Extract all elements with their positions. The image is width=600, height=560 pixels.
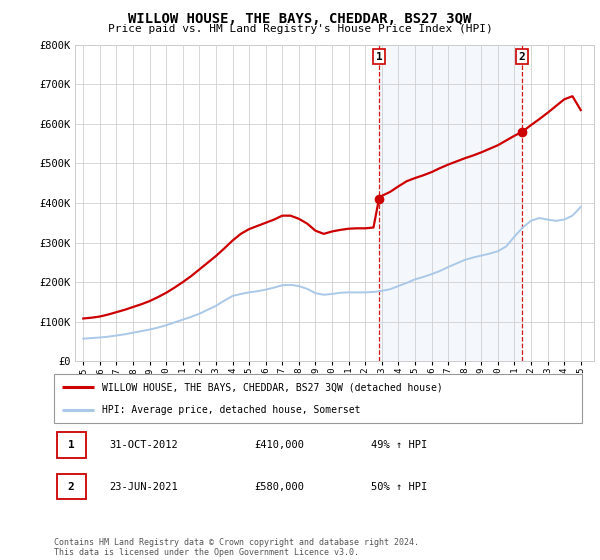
Text: 31-OCT-2012: 31-OCT-2012 — [109, 440, 178, 450]
Text: WILLOW HOUSE, THE BAYS, CHEDDAR, BS27 3QW: WILLOW HOUSE, THE BAYS, CHEDDAR, BS27 3Q… — [128, 12, 472, 26]
Text: 2: 2 — [519, 52, 526, 62]
Text: Contains HM Land Registry data © Crown copyright and database right 2024.
This d: Contains HM Land Registry data © Crown c… — [54, 538, 419, 557]
Text: 49% ↑ HPI: 49% ↑ HPI — [371, 440, 427, 450]
Text: HPI: Average price, detached house, Somerset: HPI: Average price, detached house, Some… — [101, 405, 360, 414]
Text: Price paid vs. HM Land Registry's House Price Index (HPI): Price paid vs. HM Land Registry's House … — [107, 24, 493, 34]
Text: 2: 2 — [68, 482, 74, 492]
Bar — [379, 45, 522, 361]
Text: WILLOW HOUSE, THE BAYS, CHEDDAR, BS27 3QW (detached house): WILLOW HOUSE, THE BAYS, CHEDDAR, BS27 3Q… — [101, 382, 442, 392]
Text: £580,000: £580,000 — [254, 482, 305, 492]
Text: 23-JUN-2021: 23-JUN-2021 — [109, 482, 178, 492]
Text: 1: 1 — [376, 52, 382, 62]
Text: 50% ↑ HPI: 50% ↑ HPI — [371, 482, 427, 492]
Text: £410,000: £410,000 — [254, 440, 305, 450]
FancyBboxPatch shape — [56, 474, 86, 500]
FancyBboxPatch shape — [56, 432, 86, 458]
Text: 1: 1 — [68, 440, 74, 450]
